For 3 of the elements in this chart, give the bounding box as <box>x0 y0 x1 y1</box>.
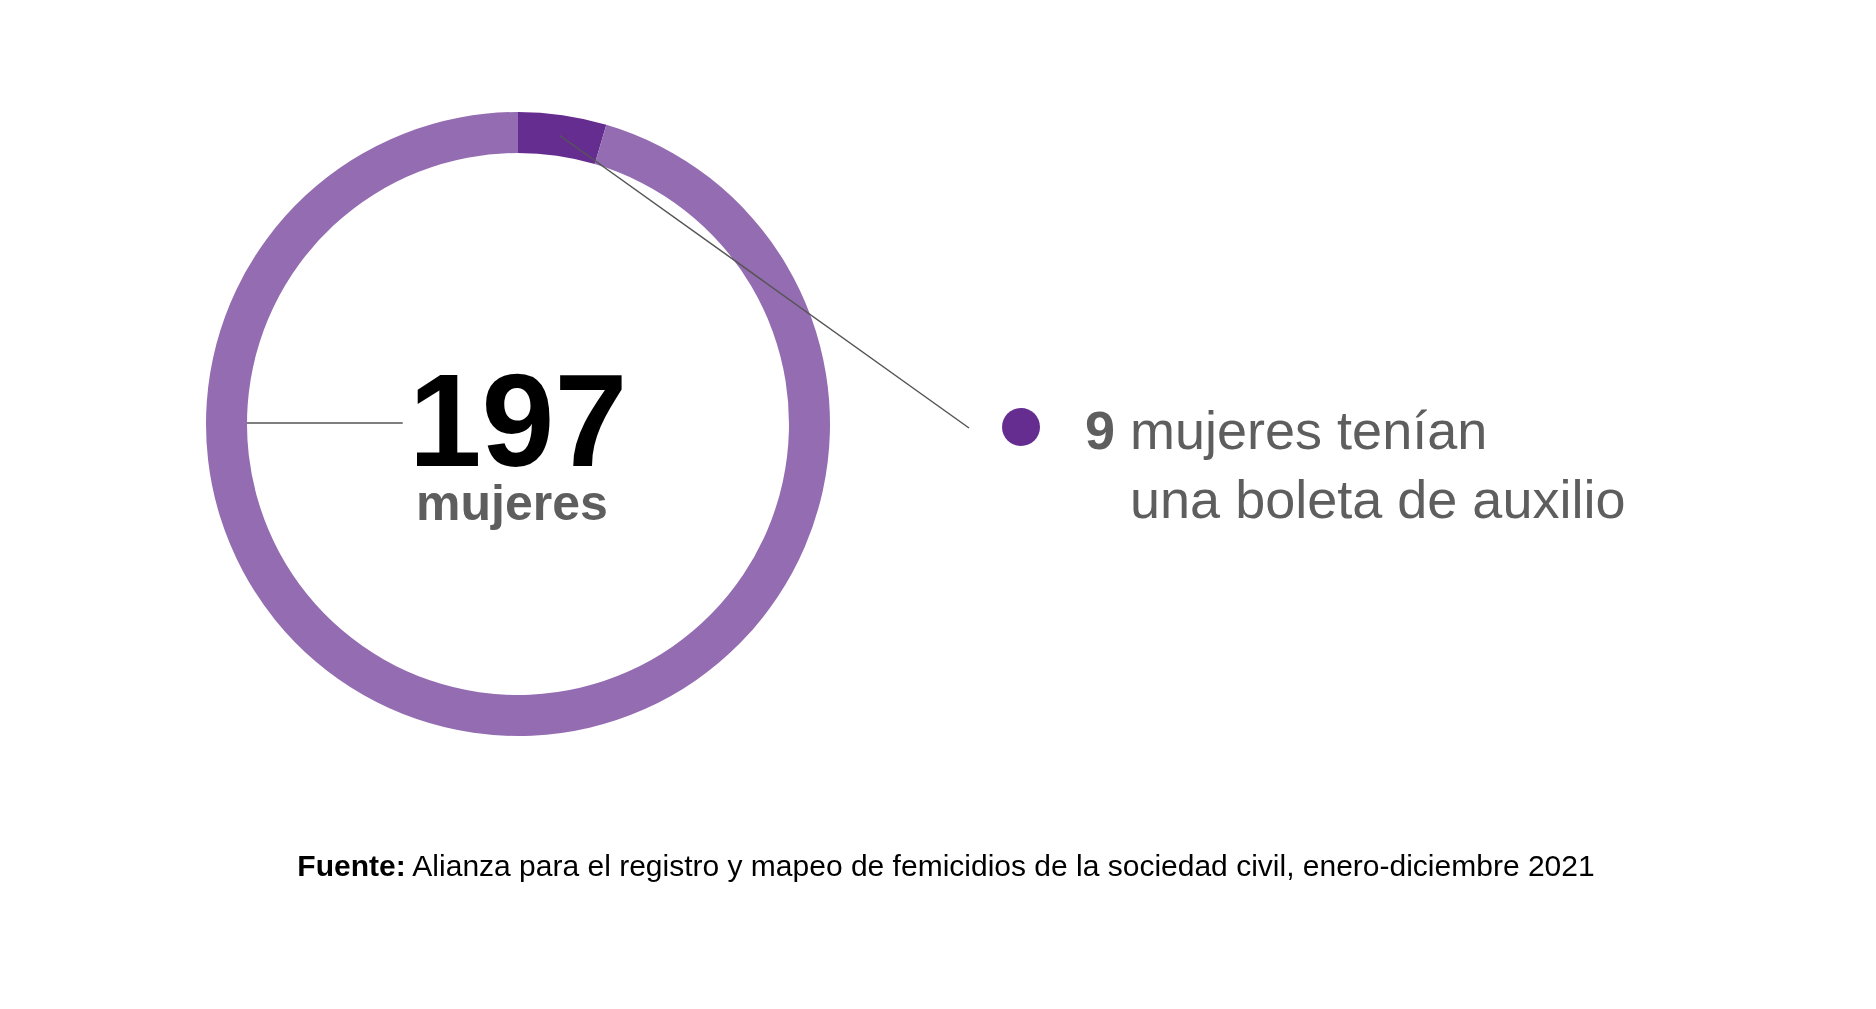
data-label: 9 <box>1085 399 1116 462</box>
source-note: Fuente: Alianza para el registro y mapeo de femicidios de la sociedad civil, enero-diciembre 2021 <box>297 849 1595 882</box>
legend-label: mujeres tenían una boleta de auxilio <box>1130 399 1626 531</box>
